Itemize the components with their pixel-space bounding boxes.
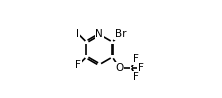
- Text: F: F: [133, 72, 139, 82]
- Text: I: I: [76, 29, 79, 39]
- Text: F: F: [138, 63, 143, 73]
- Text: N: N: [95, 29, 103, 39]
- Text: O: O: [115, 63, 123, 73]
- Text: Br: Br: [115, 29, 127, 39]
- Text: F: F: [133, 54, 139, 64]
- Text: F: F: [75, 60, 81, 70]
